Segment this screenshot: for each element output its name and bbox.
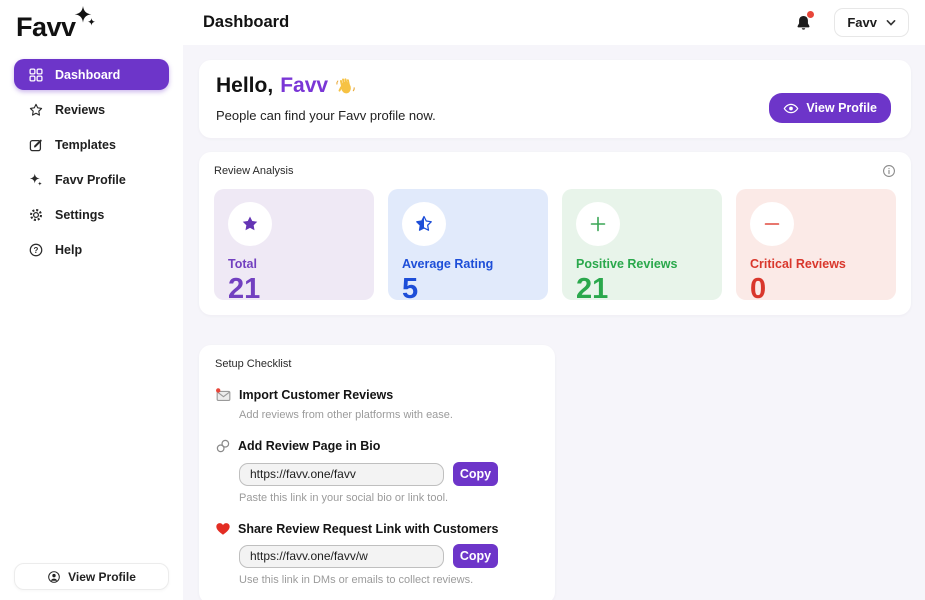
sidebar-item-label: Templates: [55, 137, 116, 152]
page-title: Dashboard: [203, 13, 290, 31]
checklist-item-subtitle: Paste this link in your social bio or li…: [239, 492, 449, 504]
checklist-item-import-reviews: Import Customer Reviews Add reviews from…: [215, 387, 539, 421]
sidebar-view-profile-button[interactable]: View Profile: [14, 563, 169, 590]
hello-card: Hello, Favv: [199, 60, 911, 138]
greeting: Hello, Favv: [216, 74, 436, 98]
stat-average-rating: Average Rating 5: [388, 189, 548, 304]
notification-dot: [807, 10, 815, 18]
stat-positive-reviews: Positive Reviews 21: [562, 189, 722, 304]
sidebar-item-label: Reviews: [55, 102, 106, 117]
sidebar-item-reviews[interactable]: Reviews: [14, 94, 169, 125]
sidebar-view-profile-label: View Profile: [68, 569, 136, 584]
sidebar-item-settings[interactable]: Settings: [14, 199, 169, 230]
envelope-notification-icon: [215, 387, 232, 403]
account-menu-button[interactable]: Favv: [834, 8, 909, 37]
sidebar-item-label: Help: [55, 242, 83, 257]
topbar: Dashboard Favv: [183, 0, 925, 45]
setup-checklist-title: Setup Checklist: [215, 358, 292, 370]
setup-checklist-card: Setup Checklist Import Customer Reviews: [199, 345, 555, 600]
info-icon[interactable]: [882, 164, 896, 178]
sparkle-icon: [27, 172, 44, 187]
edit-icon: [27, 137, 44, 153]
star-icon: [27, 102, 44, 118]
logo-text: Favv: [16, 12, 76, 42]
favv-logo[interactable]: Favv: [16, 6, 95, 43]
review-page-link-input[interactable]: [239, 462, 444, 486]
stat-label: Critical Reviews: [750, 257, 846, 271]
svg-text:?: ?: [33, 245, 38, 254]
star-filled-icon: [228, 202, 272, 246]
stat-label: Total: [228, 257, 257, 271]
plus-icon: [576, 202, 620, 246]
greeting-subtitle: People can find your Favv profile now.: [216, 108, 436, 123]
checklist-item-subtitle: Add reviews from other platforms with ea…: [239, 409, 453, 421]
sidebar-nav: Dashboard Reviews Templates: [0, 59, 183, 265]
heart-icon: [215, 521, 231, 536]
review-analysis-card: Review Analysis: [199, 152, 911, 315]
checklist-item-review-page: Add Review Page in Bio Copy Paste this l…: [215, 438, 539, 504]
view-profile-button[interactable]: View Profile: [769, 93, 891, 123]
sidebar-item-label: Dashboard: [55, 67, 121, 82]
help-icon: ?: [27, 242, 44, 258]
stat-value: 5: [402, 273, 419, 305]
gear-icon: [27, 207, 44, 223]
sidebar: Favv Dash: [0, 0, 183, 600]
grid-icon: [27, 67, 44, 83]
sidebar-item-dashboard[interactable]: Dashboard: [14, 59, 169, 90]
minus-icon: [750, 202, 794, 246]
stat-value: 21: [228, 273, 261, 305]
view-profile-label: View Profile: [806, 101, 877, 115]
greeting-name: Favv: [280, 74, 329, 97]
waving-hand-icon: [335, 76, 356, 97]
sidebar-item-help[interactable]: ? Help: [14, 234, 169, 265]
review-analysis-title: Review Analysis: [214, 165, 294, 177]
request-link-input[interactable]: [239, 544, 444, 568]
main-area: Dashboard Favv: [183, 0, 925, 600]
sidebar-item-label: Settings: [55, 207, 105, 222]
notifications-button[interactable]: [794, 10, 815, 33]
checklist-item-title: Share Review Request Link with Customers: [238, 521, 499, 536]
greeting-prefix: Hello,: [216, 74, 274, 97]
chevron-down-icon: [886, 19, 896, 27]
person-circle-icon: [47, 570, 61, 584]
sidebar-item-favv-profile[interactable]: Favv Profile: [14, 164, 169, 195]
bell-icon: [794, 13, 813, 33]
copy-review-page-link-button[interactable]: Copy: [453, 462, 498, 486]
stat-label: Positive Reviews: [576, 257, 678, 271]
sidebar-item-label: Favv Profile: [55, 172, 126, 187]
stat-critical-reviews: Critical Reviews 0: [736, 189, 896, 304]
checklist-item-request-link: Share Review Request Link with Customers…: [215, 521, 539, 586]
checklist-item-title: Add Review Page in Bio: [238, 439, 381, 453]
stat-value: 21: [576, 273, 609, 305]
stat-value: 0: [750, 273, 767, 305]
content: Hello, Favv: [183, 45, 925, 600]
stats-grid: Total 21: [214, 189, 896, 304]
link-icon: [215, 438, 231, 454]
sparkle-icon: [72, 5, 96, 29]
checklist-item-title: Import Customer Reviews: [239, 388, 394, 402]
star-half-icon: [402, 202, 446, 246]
sidebar-item-templates[interactable]: Templates: [14, 129, 169, 160]
account-menu-label: Favv: [847, 15, 877, 30]
stat-label: Average Rating: [402, 257, 494, 271]
copy-request-link-button[interactable]: Copy: [453, 544, 498, 568]
eye-icon: [783, 102, 799, 115]
checklist-item-subtitle: Use this link in DMs or emails to collec…: [239, 574, 474, 586]
stat-total: Total 21: [214, 189, 374, 304]
